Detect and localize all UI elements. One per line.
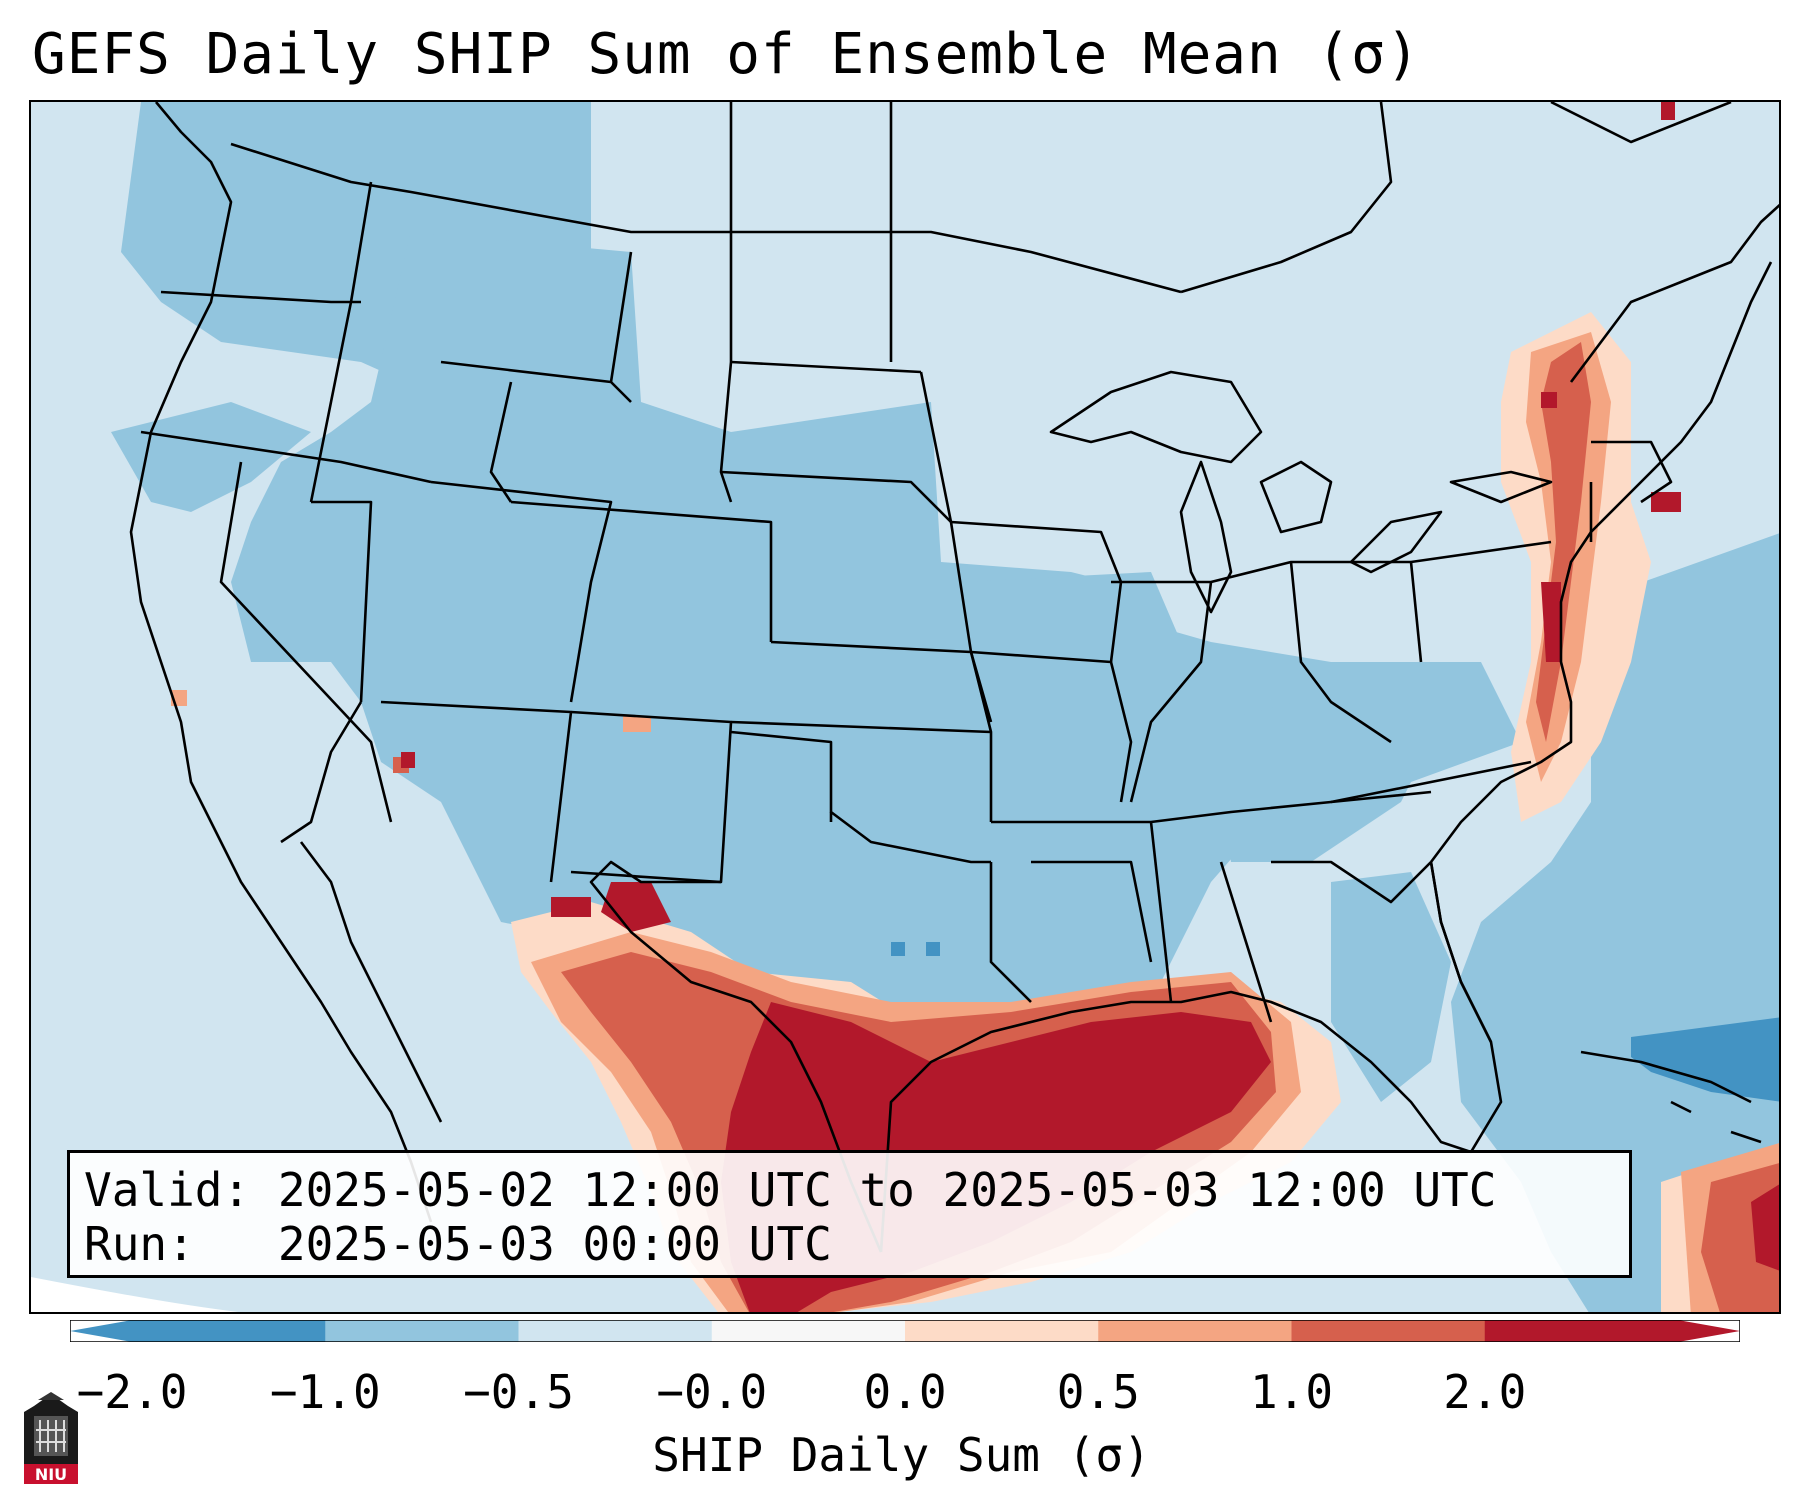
shading-moderate-negative — [111, 102, 1779, 1312]
svg-text:NIU: NIU — [35, 1465, 67, 1484]
run-value: 2025-05-03 00:00 UTC — [277, 1217, 832, 1271]
map-panel — [29, 100, 1781, 1314]
colorbar-tick-label: 0.0 — [863, 1365, 947, 1419]
colorbar-tick-label: −1.0 — [269, 1365, 381, 1419]
colorbar-tick-label: −0.0 — [656, 1365, 768, 1419]
niu-logo: NIU — [24, 1392, 78, 1484]
state-boundaries — [129, 102, 1779, 1253]
colorbar-segment — [905, 1320, 1099, 1342]
colorbar-label: SHIP Daily Sum (σ) — [652, 1428, 1151, 1482]
colorbar-segment — [1291, 1320, 1486, 1342]
valid-label: Valid: — [84, 1163, 251, 1217]
colorbar-segments — [70, 1320, 1740, 1342]
run-label: Run: — [84, 1217, 195, 1271]
colorbar-segment — [518, 1320, 713, 1342]
valid-value: 2025-05-02 12:00 UTC to 2025-05-03 12:00… — [277, 1163, 1497, 1217]
colorbar — [70, 1320, 1740, 1342]
colorbar-extend-low — [70, 1320, 132, 1342]
colorbar-segment — [711, 1320, 906, 1342]
colorbar-segment — [132, 1320, 326, 1342]
colorbar-extend-high — [1678, 1320, 1740, 1342]
colorbar-segment — [325, 1320, 519, 1342]
colorbar-ticks: −2.0 −1.0 −0.5 −0.0 0.0 0.5 1.0 2.0 — [0, 1365, 1803, 1425]
colorbar-segment — [1484, 1320, 1679, 1342]
shading-strong-negative — [891, 942, 1779, 1102]
colorbar-tick-label: 1.0 — [1249, 1365, 1334, 1419]
colorbar-tick-label: −2.0 — [76, 1365, 188, 1419]
colorbar-tick-label: −0.5 — [463, 1365, 574, 1419]
map-title: GEFS Daily SHIP Sum of Ensemble Mean (σ) — [32, 22, 1421, 87]
map-canvas — [31, 102, 1779, 1312]
validity-info-box: Valid: 2025-05-02 12:00 UTC to 2025-05-0… — [67, 1150, 1632, 1278]
colorbar-tick-label: 0.5 — [1056, 1365, 1140, 1419]
colorbar-segment — [1098, 1320, 1292, 1342]
colorbar-tick-label: 2.0 — [1443, 1365, 1527, 1419]
out-of-domain-region — [31, 1277, 239, 1312]
